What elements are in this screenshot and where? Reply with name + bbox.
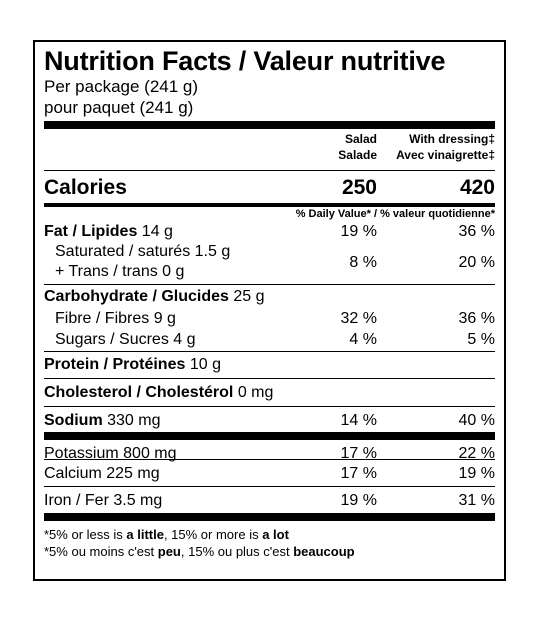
calcium-salad-dv: 17 % bbox=[340, 465, 377, 482]
saturated-dressing-dv: 20 % bbox=[458, 254, 495, 271]
salad-column-header: Salad Salade bbox=[338, 132, 377, 162]
fibre-row: Fibre / Fibres 9 g 32 % 36 % bbox=[44, 309, 495, 330]
calcium-dressing-dv: 19 % bbox=[458, 465, 495, 482]
protein-amount: 10 g bbox=[189, 356, 221, 373]
footnote-en: *5% or less is a little, 15% or more is … bbox=[44, 527, 289, 542]
carbohydrate-row: Carbohydrate / Glucides 25 g bbox=[44, 284, 495, 309]
saturated-label: Saturated / saturés 1.5 g bbox=[55, 243, 231, 260]
carbohydrate-label: Carbohydrate / Glucides bbox=[44, 288, 229, 305]
calcium-row: Calcium 225 mg 17 % 19 % bbox=[44, 459, 495, 486]
potassium-row: Potassium 800 mg 17 % 22 % bbox=[44, 432, 495, 462]
serving-size-en: Per package (241 g) bbox=[44, 77, 199, 96]
sugars-row: Sugars / Sucres 4 g 4 % 5 % bbox=[44, 330, 495, 351]
cholesterol-row: Cholesterol / Cholestérol 0 mg bbox=[44, 378, 495, 406]
footnote: *5% or less is a little, 15% or more is … bbox=[44, 513, 495, 560]
fat-dressing-dv: 36 % bbox=[458, 223, 495, 240]
calories-dressing-value: 420 bbox=[459, 176, 495, 199]
protein-label: Protein / Protéines bbox=[44, 356, 186, 373]
fibre-salad-dv: 32 % bbox=[340, 310, 377, 327]
fat-salad-dv: 19 % bbox=[340, 223, 377, 240]
sodium-label: Sodium bbox=[44, 412, 103, 429]
sodium-row: Sodium 330 mg 14 % 40 % bbox=[44, 406, 495, 432]
column-header-row: Salad Salade With dressing‡ Avec vinaigr… bbox=[44, 121, 495, 170]
potassium-salad-dv: 17 % bbox=[340, 445, 377, 462]
dressing-column-header: With dressing‡ Avec vinaigrette‡ bbox=[396, 132, 495, 162]
daily-value-header: % Daily Value* / % valeur quotidienne* bbox=[44, 203, 495, 222]
calories-row: Calories 250 420 bbox=[44, 170, 495, 203]
potassium-label: Potassium 800 mg bbox=[44, 445, 177, 462]
sodium-dressing-dv: 40 % bbox=[458, 412, 495, 429]
iron-row: Iron / Fer 3.5 mg 19 % 31 % bbox=[44, 486, 495, 513]
sodium-amount: 330 mg bbox=[107, 412, 161, 429]
protein-row: Protein / Protéines 10 g bbox=[44, 351, 495, 378]
serving-size-fr: pour paquet (241 g) bbox=[44, 98, 194, 117]
fat-row: Fat / Lipides 14 g 19 % 36 % bbox=[44, 222, 495, 242]
saturated-trans-row: Saturated / saturés 1.5 g + Trans / tran… bbox=[44, 242, 495, 284]
fat-amount: 14 g bbox=[141, 223, 173, 240]
iron-dressing-dv: 31 % bbox=[458, 492, 495, 509]
footnote-fr: *5% ou moins c'est peu, 15% ou plus c'es… bbox=[44, 544, 355, 559]
calories-label: Calories bbox=[44, 176, 127, 199]
fat-label: Fat / Lipides bbox=[44, 223, 138, 240]
saturated-salad-dv: 8 % bbox=[349, 254, 377, 271]
fibre-label: Fibre / Fibres 9 g bbox=[55, 310, 176, 327]
cholesterol-amount: 0 mg bbox=[237, 384, 274, 401]
sugars-label: Sugars / Sucres 4 g bbox=[55, 331, 196, 348]
sodium-salad-dv: 14 % bbox=[340, 412, 377, 429]
cholesterol-label: Cholesterol / Cholestérol bbox=[44, 384, 234, 401]
iron-label: Iron / Fer 3.5 mg bbox=[44, 492, 163, 509]
carbohydrate-amount: 25 g bbox=[233, 288, 265, 305]
trans-label: + Trans / trans 0 g bbox=[55, 263, 185, 280]
calories-salad-value: 250 bbox=[341, 176, 377, 199]
fibre-dressing-dv: 36 % bbox=[458, 310, 495, 327]
nutrition-facts-label: Nutrition Facts / Valeur nutritive Per p… bbox=[33, 40, 506, 581]
label-title: Nutrition Facts / Valeur nutritive bbox=[44, 46, 446, 76]
calcium-label: Calcium 225 mg bbox=[44, 465, 160, 482]
sugars-salad-dv: 4 % bbox=[349, 331, 377, 348]
potassium-dressing-dv: 22 % bbox=[458, 445, 495, 462]
iron-salad-dv: 19 % bbox=[340, 492, 377, 509]
sugars-dressing-dv: 5 % bbox=[467, 331, 495, 348]
